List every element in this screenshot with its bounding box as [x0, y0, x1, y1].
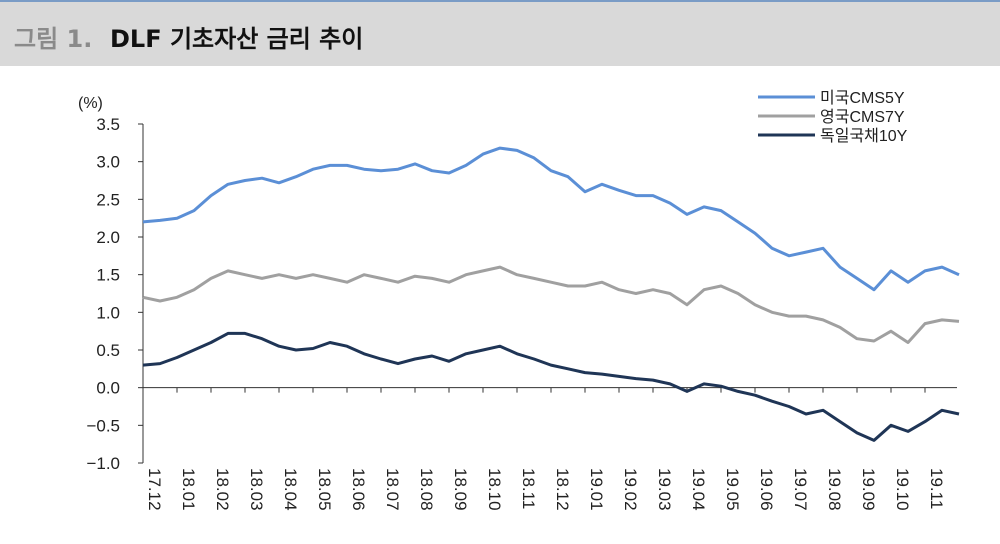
- x-tick-label: 19.06: [757, 468, 776, 511]
- figure-title: DLF 기초자산 금리 추이: [110, 25, 364, 53]
- x-tick-label: 19.10: [893, 468, 912, 511]
- y-tick-label: 0.0: [96, 379, 120, 398]
- x-tick-label: 19.02: [621, 468, 640, 511]
- legend-label: 독일국채10Y: [820, 127, 908, 145]
- x-tick-label: 18.03: [247, 468, 266, 511]
- x-tick-label: 18.07: [383, 468, 402, 511]
- y-tick-label: 2.0: [96, 228, 120, 247]
- x-tick-label: 19.08: [825, 468, 844, 511]
- x-tick-label: 19.03: [655, 468, 674, 511]
- x-tick-label: 19.04: [689, 468, 708, 511]
- legend-label: 영국CMS7Y: [820, 108, 905, 126]
- x-tick-label: 18.09: [451, 468, 470, 511]
- series-line-0: [142, 146, 960, 292]
- figure-label: 그림 1.: [14, 25, 93, 53]
- x-tick-label: 19.11: [927, 468, 946, 509]
- y-tick-label: 1.5: [96, 266, 120, 285]
- x-tick-label: 18.01: [179, 468, 198, 511]
- x-tick-label: 19.01: [587, 468, 606, 511]
- x-tick-label: 19.07: [791, 468, 810, 511]
- x-tick-label: 18.02: [213, 468, 232, 511]
- x-tick-label: 18.08: [417, 468, 436, 511]
- y-tick-label: 3.0: [96, 153, 120, 172]
- x-tick-label: 18.04: [281, 468, 300, 511]
- y-tick-label: 2.5: [96, 190, 120, 209]
- x-tick-label: 18.05: [315, 468, 334, 511]
- y-tick-label: 3.5: [96, 115, 120, 134]
- series-line-2: [142, 331, 960, 442]
- series-line-1: [142, 265, 960, 344]
- x-tick-label: 18.10: [485, 468, 504, 511]
- x-tick-label: 18.12: [553, 468, 572, 511]
- y-axis-label: (%): [78, 95, 103, 112]
- y-tick-label: −1.0: [86, 454, 120, 473]
- y-tick-label: 1.0: [96, 303, 120, 322]
- x-tick-label: 18.11: [519, 468, 538, 509]
- x-tick-label: 17.12: [145, 468, 164, 511]
- x-tick-label: 19.09: [859, 468, 878, 511]
- x-tick-label: 19.05: [723, 468, 742, 511]
- y-tick-label: −0.5: [86, 416, 120, 435]
- y-tick-label: 0.5: [96, 341, 120, 360]
- x-tick-label: 18.06: [349, 468, 368, 511]
- figure-header: 그림 1. DLF 기초자산 금리 추이: [0, 0, 1000, 66]
- legend-label: 미국CMS5Y: [820, 89, 905, 107]
